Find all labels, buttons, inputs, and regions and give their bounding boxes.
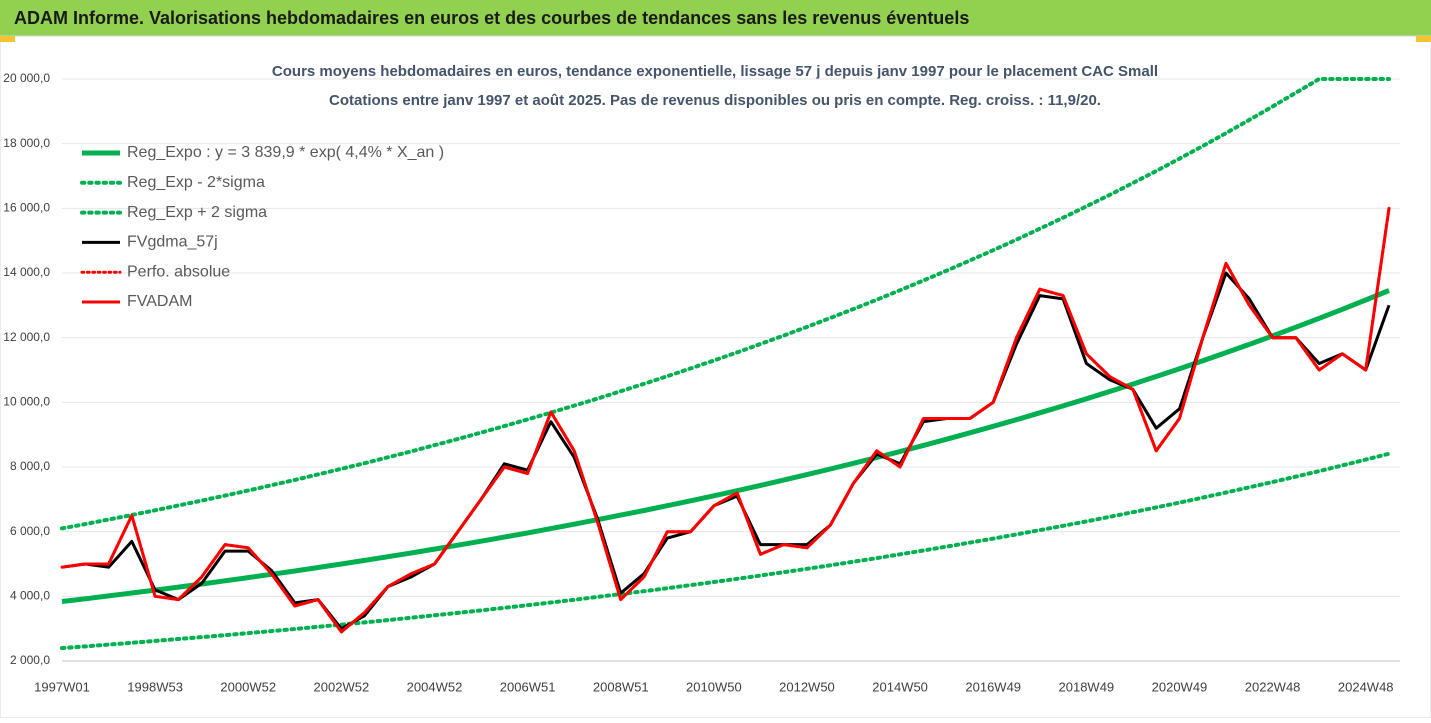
y-tick-label: 8 000,0	[10, 459, 50, 473]
legend-label: Perfo. absolue	[127, 263, 230, 280]
x-tick-label: 2006W51	[500, 679, 556, 694]
y-tick-label: 4 000,0	[10, 589, 50, 603]
y-tick-label: 2 000,0	[10, 653, 50, 667]
header-title: ADAM Informe. Valorisations hebdomadaire…	[14, 8, 969, 28]
y-tick-label: 10 000,0	[3, 395, 50, 409]
x-tick-label: 2020W49	[1152, 679, 1208, 694]
chart-title: Cours moyens hebdomadaires en euros, ten…	[272, 63, 1158, 80]
x-tick-label: 2000W52	[220, 679, 276, 694]
x-tick-label: 1998W53	[127, 679, 183, 694]
legend-label: Reg_Exp - 2*sigma	[127, 174, 265, 191]
y-tick-label: 12 000,0	[3, 330, 50, 344]
legend-label: FVADAM	[127, 293, 192, 310]
corner-mark	[1416, 36, 1431, 42]
y-tick-label: 16 000,0	[3, 201, 50, 215]
y-tick-label: 6 000,0	[10, 524, 50, 538]
series-line	[60, 451, 1391, 651]
x-tick-label: 1997W01	[34, 679, 90, 694]
x-tick-label: 2016W49	[965, 679, 1021, 694]
y-tick-label: 18 000,0	[3, 136, 50, 150]
corner-mark	[0, 36, 15, 42]
x-tick-label: 2010W50	[686, 679, 742, 694]
x-tick-label: 2004W52	[407, 679, 463, 694]
x-tick-label: 2002W52	[314, 679, 370, 694]
y-tick-label: 20 000,0	[3, 71, 50, 85]
chart-subtitle: Cotations entre janv 1997 et août 2025. …	[329, 92, 1101, 109]
x-tick-label: 2024W48	[1338, 679, 1394, 694]
series-line	[60, 77, 1391, 531]
series-line	[61, 288, 1390, 604]
legend-label: Reg_Exp + 2 sigma	[127, 204, 267, 221]
x-tick-label: 2008W51	[593, 679, 649, 694]
header-bar	[0, 0, 1431, 36]
x-tick-label: 2022W48	[1245, 679, 1301, 694]
y-tick-label: 14 000,0	[3, 265, 50, 279]
x-tick-label: 2018W49	[1059, 679, 1115, 694]
series-line	[61, 208, 1391, 634]
legend-label: FVgdma_57j	[127, 234, 218, 251]
x-tick-label: 2014W50	[872, 679, 928, 694]
legend-label: Reg_Expo : y = 3 839,9 * exp( 4,4% * X_a…	[127, 144, 444, 161]
x-tick-label: 2012W50	[779, 679, 835, 694]
